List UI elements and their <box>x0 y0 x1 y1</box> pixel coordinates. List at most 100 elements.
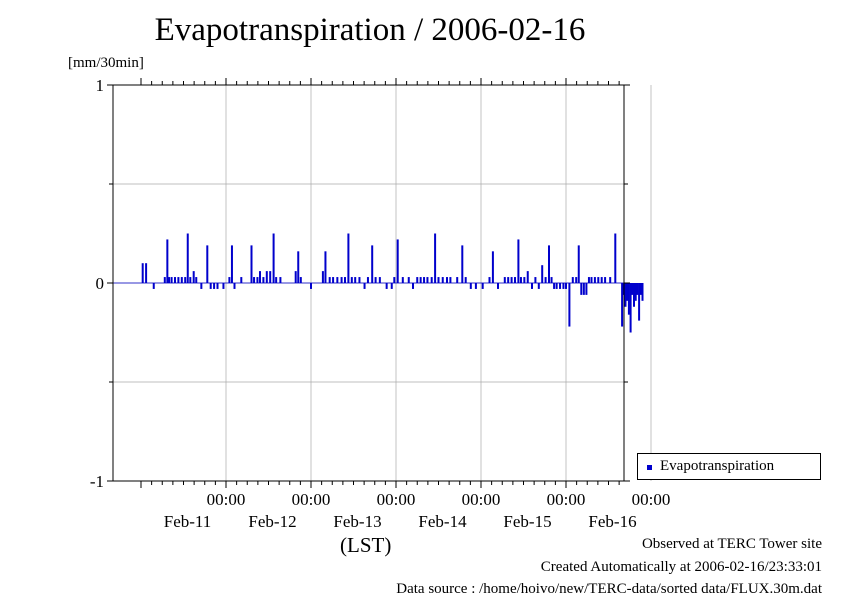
x-tick-time-label: 00:00 <box>292 490 331 509</box>
data-bar <box>517 239 520 283</box>
data-bar <box>627 283 630 315</box>
data-bar <box>374 277 377 283</box>
data-bar <box>259 271 261 283</box>
data-bar <box>593 277 596 283</box>
data-bar <box>633 283 635 307</box>
data-bar <box>626 283 629 301</box>
x-tick-date-label: Feb-13 <box>333 512 381 531</box>
data-bar <box>534 277 537 283</box>
data-bar <box>585 283 588 295</box>
x-tick-time-label: 00:00 <box>632 490 671 509</box>
data-bar <box>624 283 627 307</box>
data-bar <box>481 283 484 289</box>
y-axis-unit: [mm/30min] <box>68 55 144 71</box>
label-layer: 10-100:00Feb-1100:00Feb-1200:00Feb-1300:… <box>90 76 671 531</box>
x-tick-date-label: Feb-14 <box>418 512 467 531</box>
data-bar <box>166 239 169 283</box>
data-bar <box>426 277 429 283</box>
data-bar <box>514 277 516 283</box>
data-bar <box>363 283 366 289</box>
data-bar <box>324 251 327 283</box>
data-bar <box>430 277 433 283</box>
data-bar <box>299 277 302 283</box>
chart-title: Evapotranspiration / 2006-02-16 <box>154 12 586 48</box>
bar-layer <box>113 233 644 333</box>
data-bar <box>474 283 477 289</box>
data-bar <box>216 283 219 289</box>
data-bar <box>233 283 236 289</box>
data-bar <box>636 283 639 295</box>
data-bar <box>321 271 324 283</box>
data-bar <box>192 271 195 283</box>
data-bar <box>634 283 637 301</box>
data-bar <box>631 283 634 295</box>
data-bar <box>562 283 565 289</box>
data-bar <box>393 277 396 283</box>
data-bar <box>272 233 275 283</box>
data-bar <box>189 277 192 283</box>
data-bar <box>497 283 499 289</box>
data-bar <box>228 277 231 283</box>
data-bar <box>519 277 522 283</box>
data-bar <box>582 283 585 295</box>
data-bar <box>461 245 464 283</box>
data-bar <box>553 283 556 289</box>
data-bar <box>253 277 256 283</box>
x-tick-date-label: Feb-11 <box>164 512 212 531</box>
x-tick-date-label: Feb-15 <box>503 512 551 531</box>
data-bar <box>597 277 600 283</box>
data-bar <box>407 277 410 283</box>
data-bar <box>550 277 553 283</box>
data-bar <box>275 277 278 283</box>
data-bar <box>269 271 272 283</box>
data-bar <box>279 277 282 283</box>
data-bar <box>507 277 510 283</box>
data-bar <box>344 277 346 283</box>
data-bar <box>250 245 253 283</box>
data-bar <box>416 277 419 283</box>
data-bar <box>469 283 472 289</box>
data-bar <box>145 263 148 283</box>
data-bar <box>366 277 369 283</box>
x-axis-label: (LST) <box>340 533 392 557</box>
data-bar <box>531 283 533 289</box>
data-bar <box>152 283 155 289</box>
x-tick-time-label: 00:00 <box>462 490 501 509</box>
data-bar <box>614 233 617 283</box>
data-bar <box>186 233 189 283</box>
data-bar <box>396 239 399 283</box>
footer-created: Created Automatically at 2006-02-16/23:3… <box>540 559 822 575</box>
footer-source: Data source : /home/hoivo/new/TERC-data/… <box>396 581 822 597</box>
data-bar <box>437 277 440 283</box>
data-bar <box>180 277 183 283</box>
data-bar <box>544 277 547 283</box>
data-bar <box>378 277 381 283</box>
data-bar <box>336 277 339 283</box>
data-bar <box>328 277 331 283</box>
data-bar <box>310 283 312 289</box>
data-bar <box>256 277 259 283</box>
data-bar <box>464 277 467 283</box>
footer-observed: Observed at TERC Tower site <box>641 536 822 552</box>
data-bar <box>568 283 571 327</box>
data-bar <box>510 277 513 283</box>
data-bar <box>575 277 578 283</box>
data-bar <box>638 283 641 321</box>
data-bar <box>184 277 187 283</box>
data-bar <box>434 233 437 283</box>
data-bar <box>571 277 574 283</box>
data-bar <box>456 277 459 283</box>
data-bar <box>621 283 624 327</box>
data-bar <box>200 283 203 289</box>
tick-layer <box>107 78 630 488</box>
data-bar <box>488 277 491 283</box>
x-tick-time-label: 00:00 <box>547 490 586 509</box>
data-bar <box>297 251 300 283</box>
legend-label: Evapotranspiration <box>660 458 775 474</box>
data-bar <box>629 283 632 333</box>
data-bar <box>163 277 166 283</box>
data-bar <box>565 283 567 289</box>
data-bar <box>354 277 357 283</box>
data-bar <box>503 277 506 283</box>
